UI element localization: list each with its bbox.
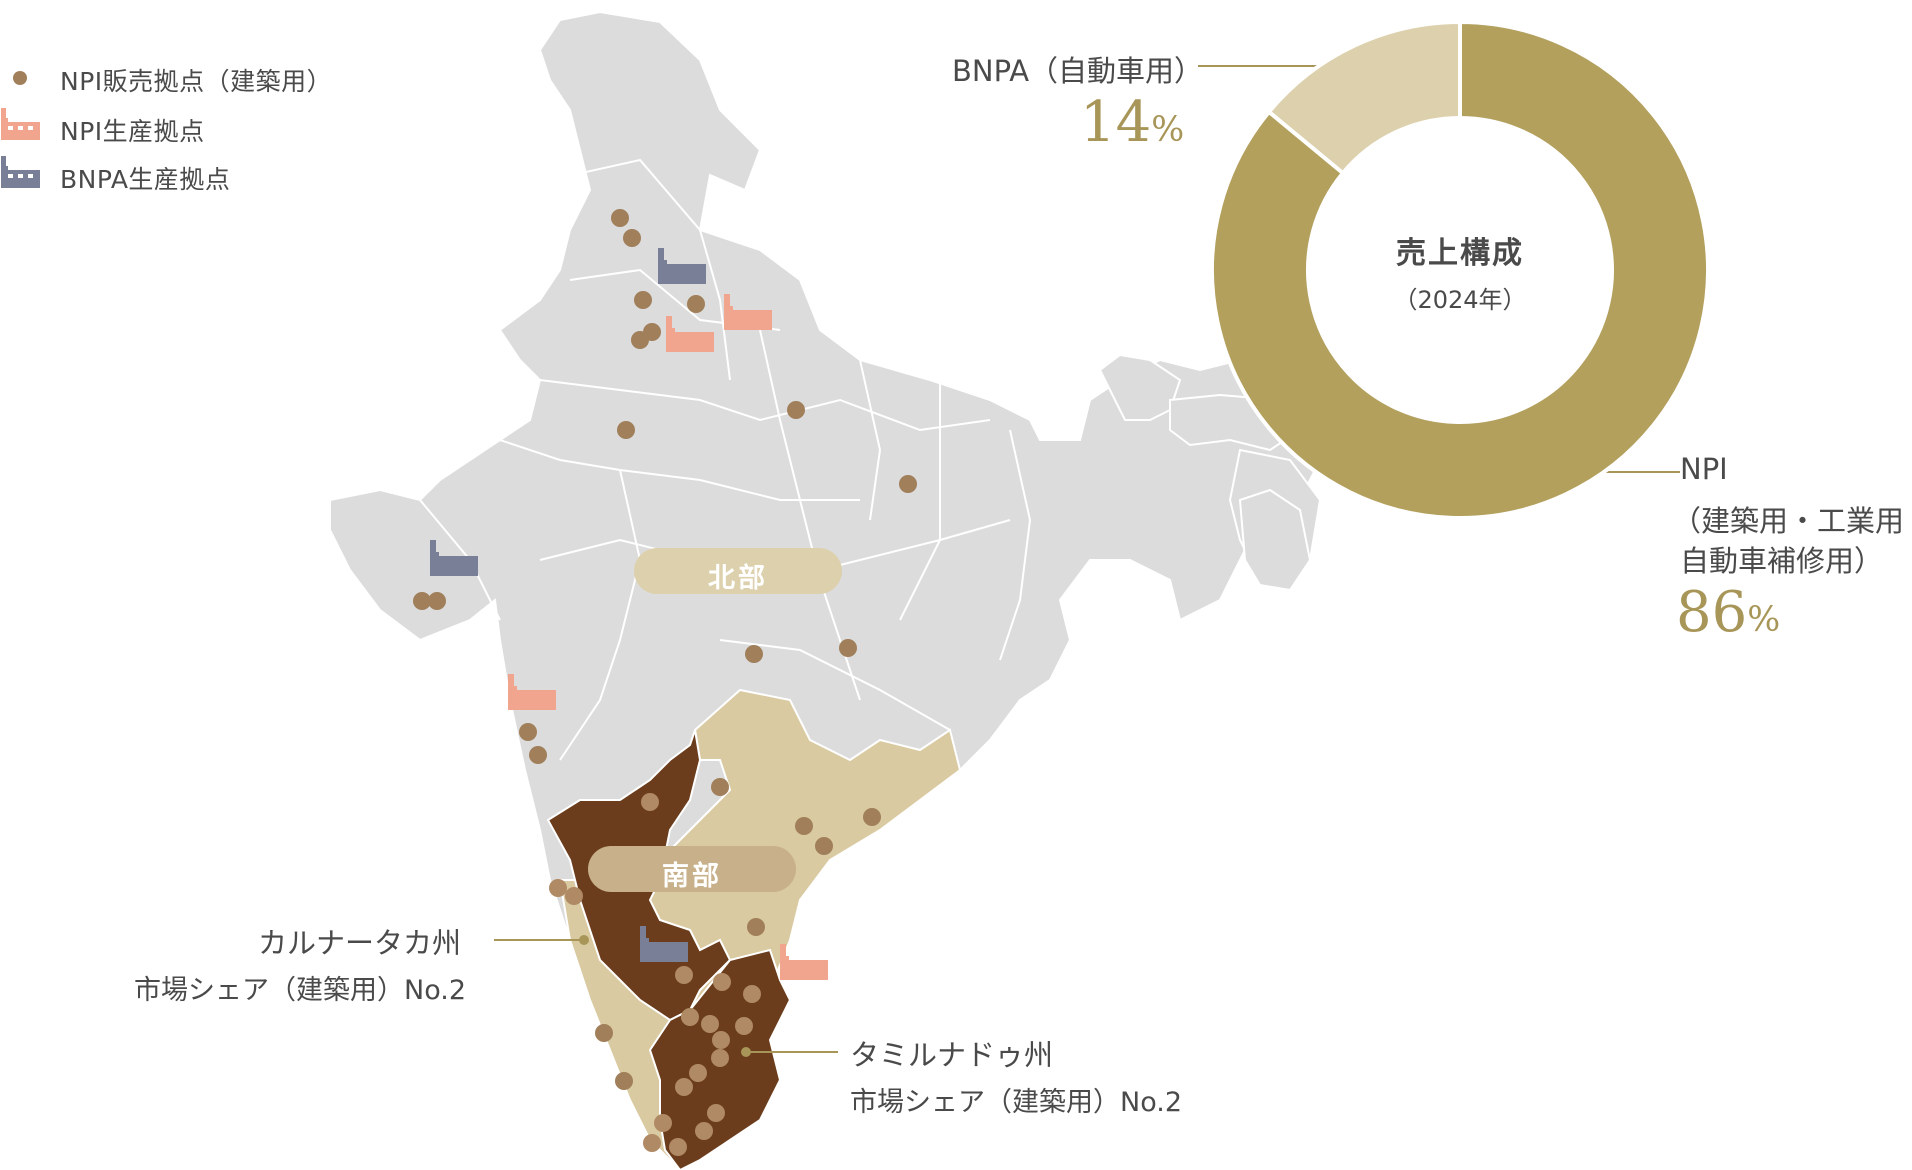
bnpa-segment-value: 14%	[1080, 90, 1185, 155]
legend-label: BNPA生産拠点	[60, 165, 231, 194]
sales-dot-icon	[675, 966, 693, 984]
sales-dot-icon	[669, 1138, 687, 1156]
sales-dot-icon	[745, 645, 763, 663]
sales-dot-icon	[595, 1024, 613, 1042]
sales-dot-icon	[735, 1017, 753, 1035]
north-region-pill	[634, 548, 842, 594]
npi-segment-label-line3: 自動車補修用）	[1680, 544, 1884, 578]
sales-dot-icon	[689, 1064, 707, 1082]
sales-dot-icon	[413, 592, 431, 610]
callout-anchors	[579, 935, 751, 1057]
sales-dot-icon	[747, 918, 765, 936]
sales-dot-icon	[675, 1078, 693, 1096]
sales-dots-north	[413, 209, 917, 1090]
sales-dot-icon	[623, 229, 641, 247]
tamilnadu-share: 市場シェア（建築用）No.2	[850, 1087, 1183, 1118]
sales-dot-icon	[615, 1072, 633, 1090]
bnpa-segment-label: BNPA（自動車用）	[952, 54, 1204, 88]
sales-dot-icon	[643, 1134, 661, 1152]
sales-dot-icon	[549, 879, 567, 897]
sales-dot-icon	[13, 71, 27, 85]
north-region-label: 北部	[708, 563, 768, 594]
npi-segment-value: 86%	[1676, 580, 1781, 645]
sales-dot-icon	[519, 723, 537, 741]
karnataka-name: カルナータカ州	[258, 926, 462, 960]
sales-dot-icon	[641, 793, 659, 811]
npi-donut-segment	[1210, 19, 1710, 520]
legend-label: NPI販売拠点（建築用）	[60, 67, 333, 96]
bnpa-factory-icon	[1, 156, 40, 188]
npi-factory-icon	[1, 108, 40, 140]
npi-segment-label-line1: NPI	[1680, 452, 1728, 486]
sales-dot-icon	[695, 1122, 713, 1140]
sales-dot-icon	[713, 973, 731, 991]
donut-subtitle: （2024年）	[1393, 286, 1527, 314]
south-region-pill	[588, 846, 796, 892]
sales-dot-icon	[617, 421, 635, 439]
sales-dot-icon	[899, 475, 917, 493]
donut-center: 売上構成 （2024年）	[1300, 228, 1620, 315]
sales-dot-icon	[815, 837, 833, 855]
sales-dot-icon	[565, 887, 583, 905]
sales-dot-icon	[681, 1008, 699, 1026]
sales-dot-icon	[687, 295, 705, 313]
sales-composition-donut	[1210, 19, 1710, 520]
sales-dot-icon	[839, 639, 857, 657]
sales-dot-icon	[428, 592, 446, 610]
sales-dot-icon	[631, 331, 649, 349]
sales-dot-icon	[711, 778, 729, 796]
sales-dot-icon	[611, 209, 629, 227]
sales-dot-icon	[654, 1114, 672, 1132]
south-region-label: 南部	[662, 861, 722, 892]
tamilnadu-name: タミルナドゥ州	[850, 1038, 1054, 1072]
sales-dot-icon	[707, 1104, 725, 1122]
sales-dot-icon	[743, 985, 761, 1003]
sales-dot-icon	[787, 401, 805, 419]
sales-dot-icon	[634, 291, 652, 309]
donut-title: 売上構成	[1396, 236, 1524, 271]
sales-dot-icon	[712, 1031, 730, 1049]
sales-dot-icon	[711, 1049, 729, 1067]
sales-dots-south	[549, 793, 761, 1156]
npi-segment-label-line2: （建築用・工業用・	[1672, 504, 1912, 538]
karnataka-share: 市場シェア（建築用）No.2	[134, 975, 467, 1006]
srilanka-landmass	[1238, 488, 1312, 592]
sales-dot-icon	[795, 817, 813, 835]
legend-label: NPI生産拠点	[60, 117, 205, 146]
sales-dot-icon	[863, 808, 881, 826]
sales-dot-icon	[701, 1015, 719, 1033]
sales-dot-icon	[529, 746, 547, 764]
